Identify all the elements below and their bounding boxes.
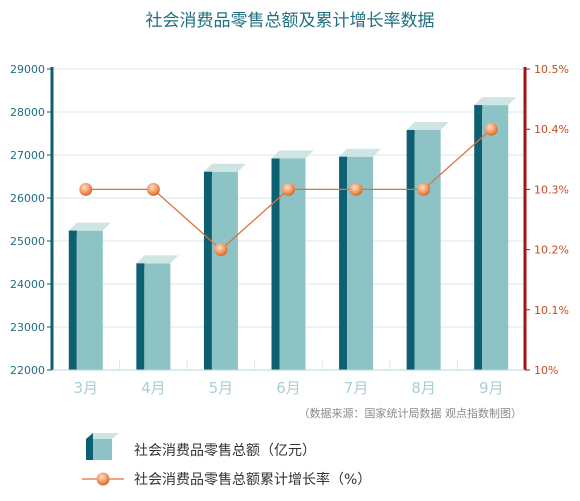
bar-side bbox=[136, 263, 145, 370]
bar-side bbox=[339, 156, 348, 370]
legend-line-icon bbox=[82, 472, 124, 486]
left-tick-label: 24000 bbox=[10, 278, 45, 291]
chart-title: 社会消费品零售总额及累计增长率数据 bbox=[146, 11, 435, 31]
right-tick-label: 10.1% bbox=[534, 304, 569, 317]
bar-top bbox=[136, 255, 179, 264]
line-point bbox=[282, 182, 295, 196]
bar-edge bbox=[68, 230, 77, 235]
left-axis-ticks: 22000 23000 24000 25000 26000 27000 28000 29000 bbox=[10, 63, 52, 377]
right-tick-label: 10.4% bbox=[534, 123, 569, 136]
bar bbox=[136, 255, 179, 370]
x-axis-ticks: 3月 4月 5月 6月 7月 8月 9月 bbox=[74, 360, 504, 397]
bar-front bbox=[414, 130, 441, 370]
bar bbox=[203, 163, 246, 370]
bar-front bbox=[482, 105, 509, 371]
left-tick-label: 22000 bbox=[10, 364, 45, 377]
bar-top bbox=[271, 150, 314, 159]
bar-edge bbox=[136, 263, 145, 268]
bar bbox=[68, 222, 111, 370]
x-tick-label: 8月 bbox=[411, 379, 436, 397]
bar-series bbox=[68, 97, 517, 371]
source-note: （数据来源：国家统计局数据 观点指数制图） bbox=[299, 406, 523, 420]
legend-bar-icon bbox=[86, 433, 119, 460]
left-tick-label: 23000 bbox=[10, 321, 45, 334]
bar bbox=[271, 150, 314, 370]
left-tick-label: 26000 bbox=[10, 192, 45, 205]
right-axis-ticks: 10% 10.1% 10.2% 10.3% 10.4% 10.5% bbox=[525, 63, 569, 377]
bar-top bbox=[68, 222, 111, 231]
bar-top bbox=[339, 148, 382, 157]
bar bbox=[339, 148, 382, 370]
legend-line-label: 社会消费品零售总额累计增长率（%） bbox=[134, 471, 371, 488]
bar-edge bbox=[271, 158, 280, 163]
right-tick-label: 10% bbox=[534, 364, 558, 377]
line-point bbox=[349, 182, 363, 196]
line-series bbox=[79, 122, 498, 257]
bar-top bbox=[406, 122, 449, 131]
x-tick-label: 6月 bbox=[276, 379, 301, 397]
right-tick-label: 10.2% bbox=[534, 244, 569, 257]
x-tick-label: 3月 bbox=[74, 379, 99, 397]
line-point bbox=[79, 182, 93, 196]
bar-side bbox=[203, 171, 212, 370]
x-tick-label: 5月 bbox=[209, 379, 234, 397]
bar bbox=[474, 97, 517, 371]
left-tick-label: 29000 bbox=[10, 63, 45, 76]
bar-front bbox=[211, 171, 238, 370]
line-point bbox=[214, 243, 228, 257]
left-tick-label: 25000 bbox=[10, 235, 45, 248]
bar-front bbox=[76, 230, 103, 370]
right-tick-label: 10.3% bbox=[534, 183, 569, 196]
bar-side bbox=[406, 130, 415, 370]
right-tick-label: 10.5% bbox=[534, 63, 569, 76]
axes bbox=[50, 67, 527, 371]
bar-top bbox=[203, 163, 246, 172]
bar-side bbox=[271, 158, 280, 370]
legend-bar-label: 社会消费品零售总额（亿元） bbox=[134, 443, 316, 459]
x-tick-label: 9月 bbox=[479, 379, 504, 397]
line-point bbox=[484, 122, 498, 136]
x-tick-label: 7月 bbox=[344, 379, 369, 397]
bar-top bbox=[474, 97, 517, 106]
bar-front bbox=[144, 263, 171, 370]
line-point bbox=[146, 182, 160, 196]
bar bbox=[406, 122, 449, 370]
bar-side bbox=[474, 105, 483, 371]
left-tick-label: 27000 bbox=[10, 149, 45, 162]
bar-edge bbox=[474, 105, 483, 110]
bar-edge bbox=[339, 156, 348, 161]
bar-edge bbox=[203, 171, 212, 176]
bar-edge bbox=[406, 130, 415, 135]
x-tick-label: 4月 bbox=[141, 379, 166, 397]
legend: 社会消费品零售总额（亿元） 社会消费品零售总额累计增长率（%） bbox=[82, 433, 371, 488]
bar-side bbox=[68, 230, 77, 370]
line-point bbox=[417, 182, 431, 196]
left-tick-label: 28000 bbox=[10, 106, 45, 119]
